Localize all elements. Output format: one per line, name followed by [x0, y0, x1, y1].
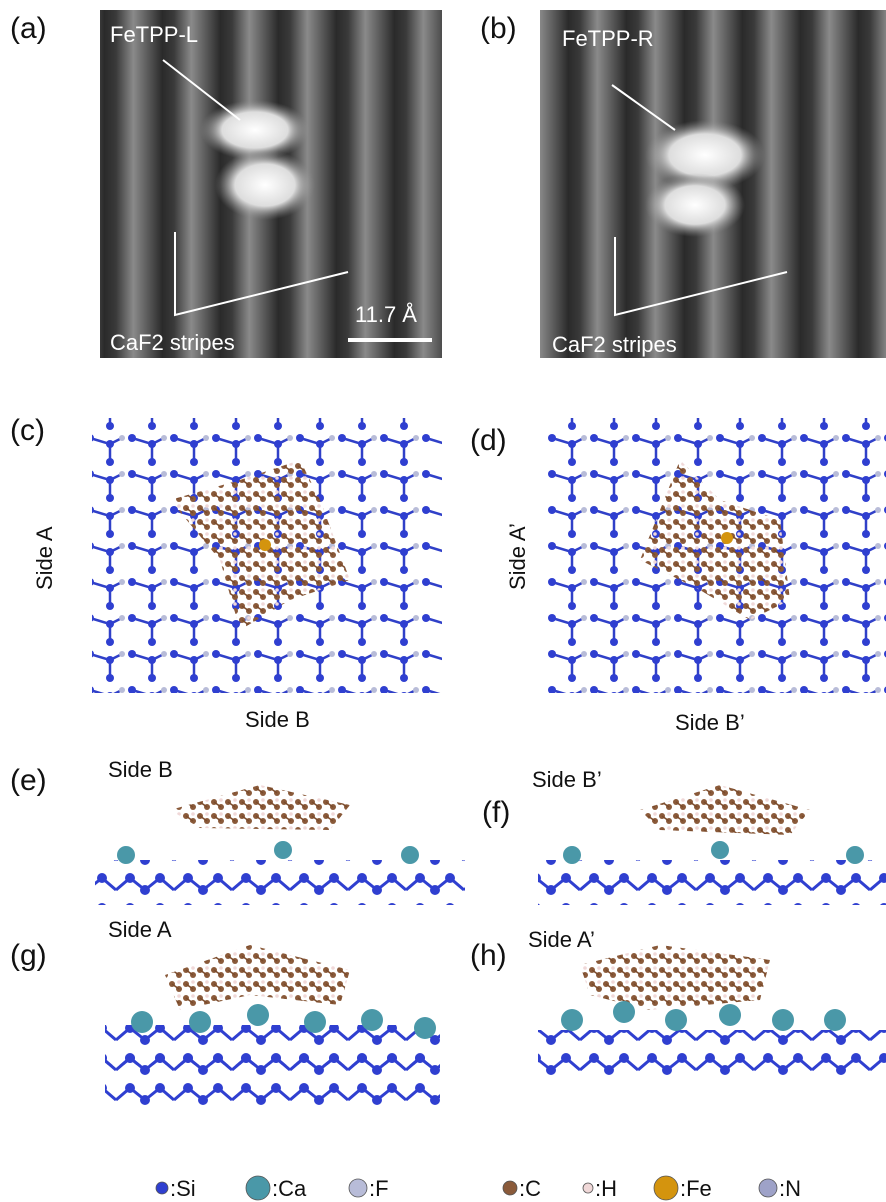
panel-label: (d) [470, 424, 507, 457]
side-label: Side A’ [505, 523, 530, 590]
legend-label: :C [519, 1176, 541, 1201]
substrate [95, 860, 465, 905]
annotation: CaF2 stripes [552, 332, 677, 357]
legend-swatch [246, 1176, 270, 1200]
substrate [105, 1025, 440, 1065]
molecule [640, 785, 810, 835]
molecule-blob [645, 173, 745, 237]
fe-atom [721, 532, 733, 544]
ca-row [561, 1001, 846, 1031]
panel-label: (b) [480, 12, 517, 45]
annotation: CaF2 stripes [110, 330, 235, 355]
legend-swatch [654, 1176, 678, 1200]
panel-label: (a) [10, 12, 47, 45]
substrate [538, 1030, 886, 1075]
annotation: FeTPP-R [562, 26, 654, 51]
panel-label: (e) [10, 764, 47, 797]
legend-swatch [349, 1179, 367, 1197]
legend-label: :Ca [272, 1176, 307, 1201]
scale-label: 11.7 Å [355, 302, 417, 327]
side-label: Side B [108, 757, 173, 782]
fe-atom [259, 539, 271, 551]
side-label: Side B’ [675, 710, 745, 735]
annotation: FeTPP-L [110, 22, 198, 47]
legend-swatch [759, 1179, 777, 1197]
molecule [165, 945, 350, 1010]
legend-label: :Si [170, 1176, 196, 1201]
panel-label: (g) [10, 939, 47, 972]
legend-label: :Fe [680, 1176, 712, 1201]
legend-label: :F [369, 1176, 389, 1201]
molecule [580, 945, 770, 1010]
molecule-blob [215, 150, 315, 220]
legend-label: :N [779, 1176, 801, 1201]
legend: :Si :Ca :F :C :H :Fe :N [156, 1176, 801, 1201]
side-label: Side A [108, 917, 172, 942]
side-label: Side B’ [532, 767, 602, 792]
substrate [538, 860, 886, 905]
panel-label: (h) [470, 939, 507, 972]
legend-label: :H [595, 1176, 617, 1201]
panel-label: (c) [10, 414, 45, 447]
legend-swatch [583, 1183, 593, 1193]
figure: (a) FeTPP-L CaF2 stripes 11.7 Å (b) FeTP… [0, 0, 886, 1202]
side-label: Side A’ [528, 927, 595, 952]
legend-swatch [503, 1181, 517, 1195]
side-label: Side A [32, 526, 57, 590]
molecule [170, 785, 350, 830]
side-label: Side B [245, 707, 310, 732]
legend-swatch [156, 1182, 168, 1194]
panel-label: (f) [482, 796, 510, 829]
